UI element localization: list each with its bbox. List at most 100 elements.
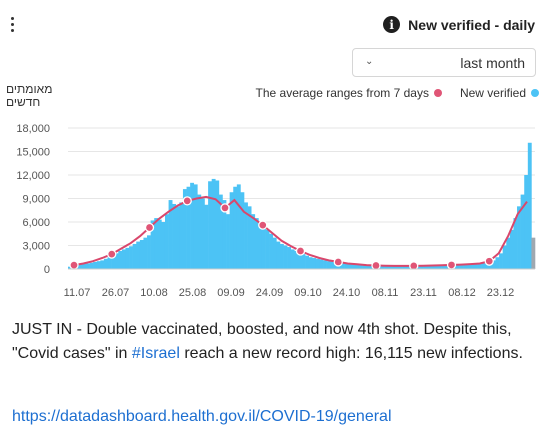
bar (258, 222, 263, 269)
bar (499, 253, 503, 269)
bar (265, 229, 270, 269)
bar (247, 206, 252, 269)
legend-average-label: The average ranges from 7 days (255, 86, 429, 100)
bar (366, 264, 371, 269)
bar (362, 264, 367, 269)
average-point (258, 220, 268, 230)
date-range-select[interactable]: ⌄ last month (352, 48, 536, 77)
y-tick-label: 0 (44, 264, 50, 276)
x-tick-label: 25.08 (179, 287, 207, 299)
bar (147, 235, 151, 269)
bar (132, 243, 137, 269)
x-tick-label: 08.12 (448, 287, 476, 299)
bar (509, 229, 514, 269)
bar (107, 257, 112, 269)
bar (190, 182, 195, 269)
bar (118, 250, 123, 269)
bar (233, 186, 238, 269)
x-tick-label: 10.08 (140, 287, 168, 299)
legend-average-dot (433, 89, 442, 97)
y-tick-label: 9,000 (22, 194, 50, 206)
legend-item-new[interactable]: New verified (460, 86, 539, 100)
x-tick-label: 09.09 (217, 287, 245, 299)
bar (218, 194, 223, 269)
bar (459, 264, 464, 269)
average-point (409, 261, 419, 271)
legend-item-average[interactable]: The average ranges from 7 days (256, 86, 442, 100)
bar (527, 142, 532, 269)
bar (344, 263, 349, 269)
bar (517, 206, 521, 269)
bar (103, 258, 108, 269)
bar (197, 194, 202, 269)
legend-new-label: New verified (459, 86, 526, 100)
average-point (446, 260, 457, 270)
bar (269, 233, 274, 269)
bar (114, 253, 119, 269)
bar (179, 202, 184, 269)
y-axis-label: מאומתים חדשים (6, 82, 53, 109)
bar (222, 200, 227, 269)
bar (445, 265, 450, 269)
bar (236, 184, 241, 269)
bar (305, 255, 309, 269)
chart-legend: The average ranges from 7 days New verif… (256, 86, 539, 100)
bar (380, 265, 385, 269)
x-tick-label: 09.10 (294, 287, 322, 299)
x-tick-label: 23.11 (410, 287, 437, 299)
bar (211, 178, 216, 269)
bar (175, 206, 180, 269)
bar (405, 265, 410, 269)
bar (355, 264, 360, 269)
x-tick-label: 23.12 (487, 287, 515, 299)
bar (466, 264, 471, 269)
post-text: JUST IN - Double vaccinated, boosted, an… (12, 318, 532, 366)
bar (150, 220, 155, 269)
bar (240, 192, 245, 269)
bar (323, 260, 327, 269)
bar (290, 249, 295, 269)
bar (297, 252, 302, 269)
bar (200, 198, 205, 269)
bar (157, 219, 162, 269)
y-tick-label: 6,000 (22, 217, 50, 229)
bar (139, 240, 144, 269)
bar (294, 250, 299, 269)
bar (96, 261, 101, 269)
bar (121, 249, 126, 269)
chevron-down-icon: ⌄ (365, 56, 374, 67)
bar (416, 265, 421, 269)
bar (341, 262, 345, 269)
chart-title: New verified - daily (408, 16, 535, 33)
average-point (333, 257, 343, 267)
bar (125, 247, 130, 269)
bar (276, 241, 281, 269)
bar (312, 258, 317, 269)
bar (402, 265, 406, 269)
more-options-icon[interactable] (6, 14, 18, 38)
bar (520, 194, 525, 269)
info-icon[interactable]: i (383, 16, 401, 33)
bar (330, 261, 335, 269)
bar (394, 265, 399, 269)
bar (491, 260, 496, 269)
bar (463, 264, 468, 269)
bar (484, 262, 489, 269)
bar (438, 265, 442, 269)
bar (434, 265, 439, 269)
bar (477, 263, 482, 269)
hashtag-link[interactable]: #Israel (131, 345, 180, 362)
bar (182, 189, 187, 269)
source-link[interactable]: https://datadashboard.health.gov.il/COVI… (12, 408, 392, 425)
bar (215, 180, 220, 269)
bar (319, 259, 324, 269)
bar (420, 265, 424, 269)
bar (129, 246, 133, 269)
bar (204, 204, 209, 269)
bar (244, 202, 248, 269)
x-tick-label: 24.10 (333, 287, 361, 299)
date-range-value: last month (460, 55, 525, 71)
bar (68, 266, 72, 269)
bar (441, 265, 446, 269)
bar (348, 263, 353, 269)
